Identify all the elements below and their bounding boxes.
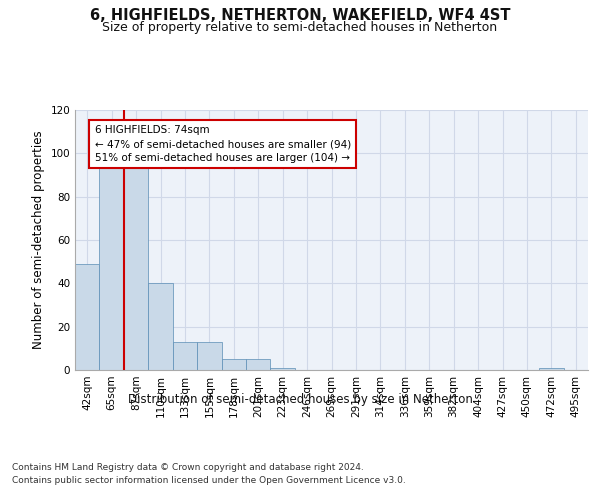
Text: 6 HIGHFIELDS: 74sqm
← 47% of semi-detached houses are smaller (94)
51% of semi-d: 6 HIGHFIELDS: 74sqm ← 47% of semi-detach… — [95, 125, 351, 163]
Bar — [148, 284, 173, 370]
Bar — [100, 164, 124, 370]
Text: Contains public sector information licensed under the Open Government Licence v3: Contains public sector information licen… — [12, 476, 406, 485]
Text: Distribution of semi-detached houses by size in Netherton: Distribution of semi-detached houses by … — [128, 392, 472, 406]
Bar — [271, 368, 295, 370]
Bar — [539, 368, 563, 370]
Bar — [124, 164, 148, 370]
Bar — [221, 359, 246, 370]
Text: Size of property relative to semi-detached houses in Netherton: Size of property relative to semi-detach… — [103, 21, 497, 34]
Text: Contains HM Land Registry data © Crown copyright and database right 2024.: Contains HM Land Registry data © Crown c… — [12, 462, 364, 471]
Bar — [173, 342, 197, 370]
Bar — [197, 342, 221, 370]
Text: 6, HIGHFIELDS, NETHERTON, WAKEFIELD, WF4 4ST: 6, HIGHFIELDS, NETHERTON, WAKEFIELD, WF4… — [90, 8, 510, 22]
Bar — [75, 264, 100, 370]
Bar — [246, 359, 271, 370]
Y-axis label: Number of semi-detached properties: Number of semi-detached properties — [32, 130, 45, 350]
